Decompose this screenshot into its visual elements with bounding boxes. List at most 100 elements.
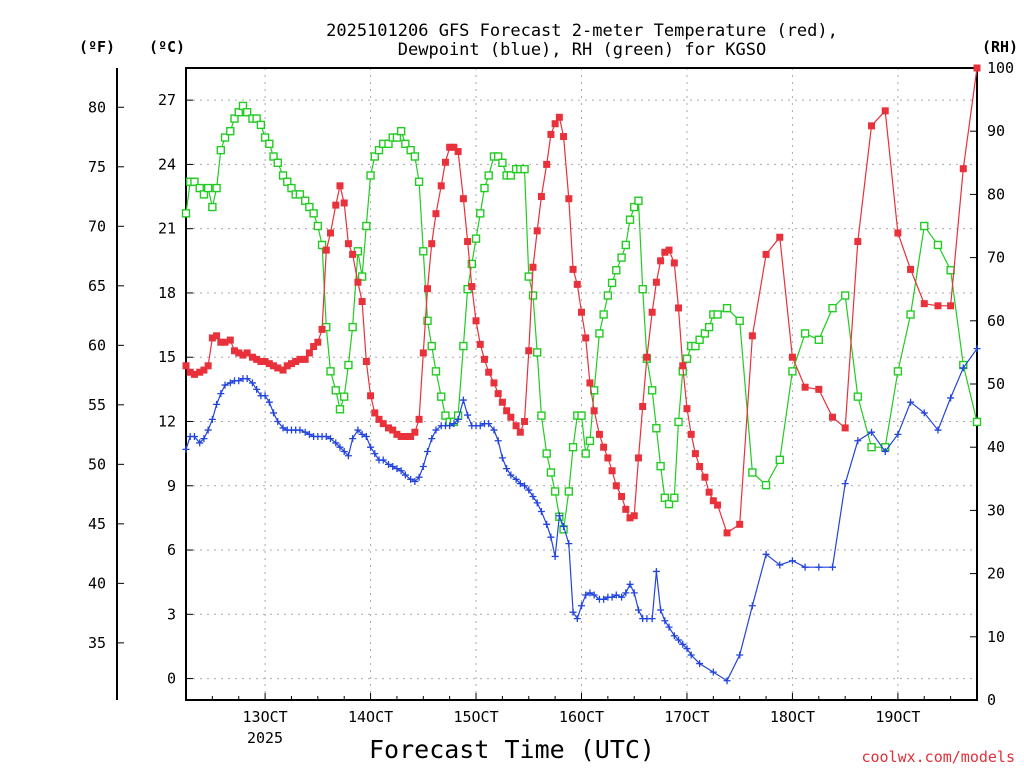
- dewpoint-point-126: [829, 563, 837, 571]
- temperature-point-62: [454, 148, 462, 156]
- rh-point-10: [226, 126, 235, 136]
- temperature-point-133: [868, 122, 876, 130]
- dewpoint-point-124: [801, 563, 809, 571]
- temperature-point-1: [186, 368, 194, 376]
- temperature-point-72: [498, 398, 506, 406]
- temperature-point-59: [441, 158, 449, 166]
- temperature-point-34: [332, 201, 340, 209]
- x-tick-label-0: 13OCT: [243, 708, 288, 726]
- temperature-point-105: [643, 353, 651, 361]
- temperature-point-22: [279, 366, 287, 374]
- temperature-point-137: [920, 300, 928, 308]
- dewpoint-point-27: [301, 428, 309, 436]
- rh-point-110: [664, 499, 674, 509]
- rh-point-129: [814, 335, 823, 344]
- rh-tick-label-10: 100: [987, 59, 1014, 77]
- dewpoint-point-36: [340, 447, 348, 455]
- c-tick-label-2: 6: [167, 541, 176, 559]
- rh-point-26: [295, 190, 305, 199]
- dewpoint-point-28: [305, 430, 313, 438]
- rh-point-17: [256, 120, 266, 130]
- temperature-point-121: [714, 501, 722, 509]
- rh-point-9: [220, 133, 230, 142]
- x-ticks: 13OCT 14OCT 15OCT 16OCT 17OCT 18OCT 19OCT: [185, 693, 978, 726]
- temperature-point-111: [670, 259, 678, 267]
- temperature-point-141: [973, 64, 981, 72]
- temperature-point-58: [437, 182, 445, 190]
- year-label: 2025: [247, 729, 283, 747]
- rh-point-23: [283, 177, 292, 186]
- dewpoint-series: [182, 345, 981, 685]
- f-tick-label-8: 75: [88, 158, 106, 176]
- rh-tick-label-6: 60: [987, 312, 1005, 330]
- rh-point-102: [630, 202, 639, 212]
- dewpoint-point-107: [652, 567, 660, 575]
- rh-point-131: [840, 291, 850, 300]
- dewpoint-point-32: [322, 432, 330, 440]
- rh-point-67: [476, 209, 485, 218]
- dewpoint-point-49: [397, 467, 405, 475]
- temperature-point-40: [358, 298, 366, 306]
- dewpoint-point-121: [762, 550, 770, 558]
- rh-point-100: [621, 240, 630, 250]
- rh-point-37: [344, 360, 353, 370]
- temperature-point-103: [634, 454, 642, 462]
- temperature-point-77: [521, 417, 529, 425]
- dewpoint-point-84: [551, 552, 559, 560]
- dewpoint-point-78: [525, 486, 533, 494]
- rh-tick-label-8: 80: [987, 185, 1005, 203]
- temperature-point-83: [547, 130, 555, 138]
- dewpoint-point-106: [648, 615, 656, 623]
- temperature-point-100: [622, 505, 630, 513]
- temperature-point-55: [424, 285, 432, 293]
- temperature-point-16: [253, 355, 261, 363]
- temperature-point-4: [200, 366, 208, 374]
- dewpoint-point-6: [208, 415, 216, 423]
- temperature-point-42: [367, 392, 375, 400]
- rh-point-58: [437, 392, 446, 401]
- rh-point-7: [212, 183, 221, 193]
- dewpoint-point-87: [565, 540, 573, 548]
- rh-point-108: [656, 461, 665, 471]
- x-tick-label-5: 18OCT: [770, 708, 815, 726]
- dewpoint-point-9: [221, 381, 229, 389]
- dewpoint-point-85: [555, 512, 563, 520]
- temperature-point-6: [208, 334, 216, 342]
- dewpoint-point-41: [362, 432, 370, 440]
- dewpoint-point-35: [336, 443, 344, 451]
- x-tick-label-4: 17OCT: [664, 708, 709, 726]
- temperature-point-131: [841, 424, 849, 432]
- dewpoint-point-56: [428, 435, 436, 443]
- temperature-point-87: [565, 195, 573, 203]
- temperature-point-44: [375, 415, 383, 423]
- rh-tick-label-9: 90: [987, 122, 1005, 140]
- dewpoint-point-82: [543, 520, 551, 528]
- dewpoint-point-15: [248, 379, 256, 387]
- dewpoint-point-77: [521, 482, 529, 490]
- dewpoint-point-12: [235, 377, 243, 385]
- dewpoint-point-120: [748, 602, 756, 610]
- dewpoint-point-102: [630, 589, 638, 597]
- rh-point-14: [242, 108, 252, 117]
- rh-point-49: [396, 126, 406, 136]
- temperature-point-129: [815, 385, 823, 393]
- dewpoint-point-5: [204, 426, 212, 434]
- temperature-point-99: [618, 492, 626, 500]
- temperature-point-54: [419, 349, 427, 357]
- dewpoint-point-136: [959, 364, 967, 372]
- temperature-point-91: [582, 334, 590, 342]
- dewpoint-point-92: [586, 589, 594, 597]
- temperature-point-45: [379, 420, 387, 428]
- temperature-point-14: [243, 349, 251, 357]
- dewpoint-point-47: [389, 462, 397, 470]
- dewpoint-point-43: [371, 450, 379, 458]
- dewpoint-point-128: [854, 437, 862, 445]
- temperature-point-97: [608, 467, 616, 475]
- dewpoint-point-109: [661, 617, 669, 625]
- temperature-point-79: [529, 263, 537, 271]
- rh-point-5: [203, 183, 213, 193]
- temperature-point-17: [257, 358, 265, 366]
- rh-line: [185, 104, 978, 530]
- dewpoint-point-97: [608, 593, 616, 601]
- dewpoint-point-98: [612, 591, 620, 599]
